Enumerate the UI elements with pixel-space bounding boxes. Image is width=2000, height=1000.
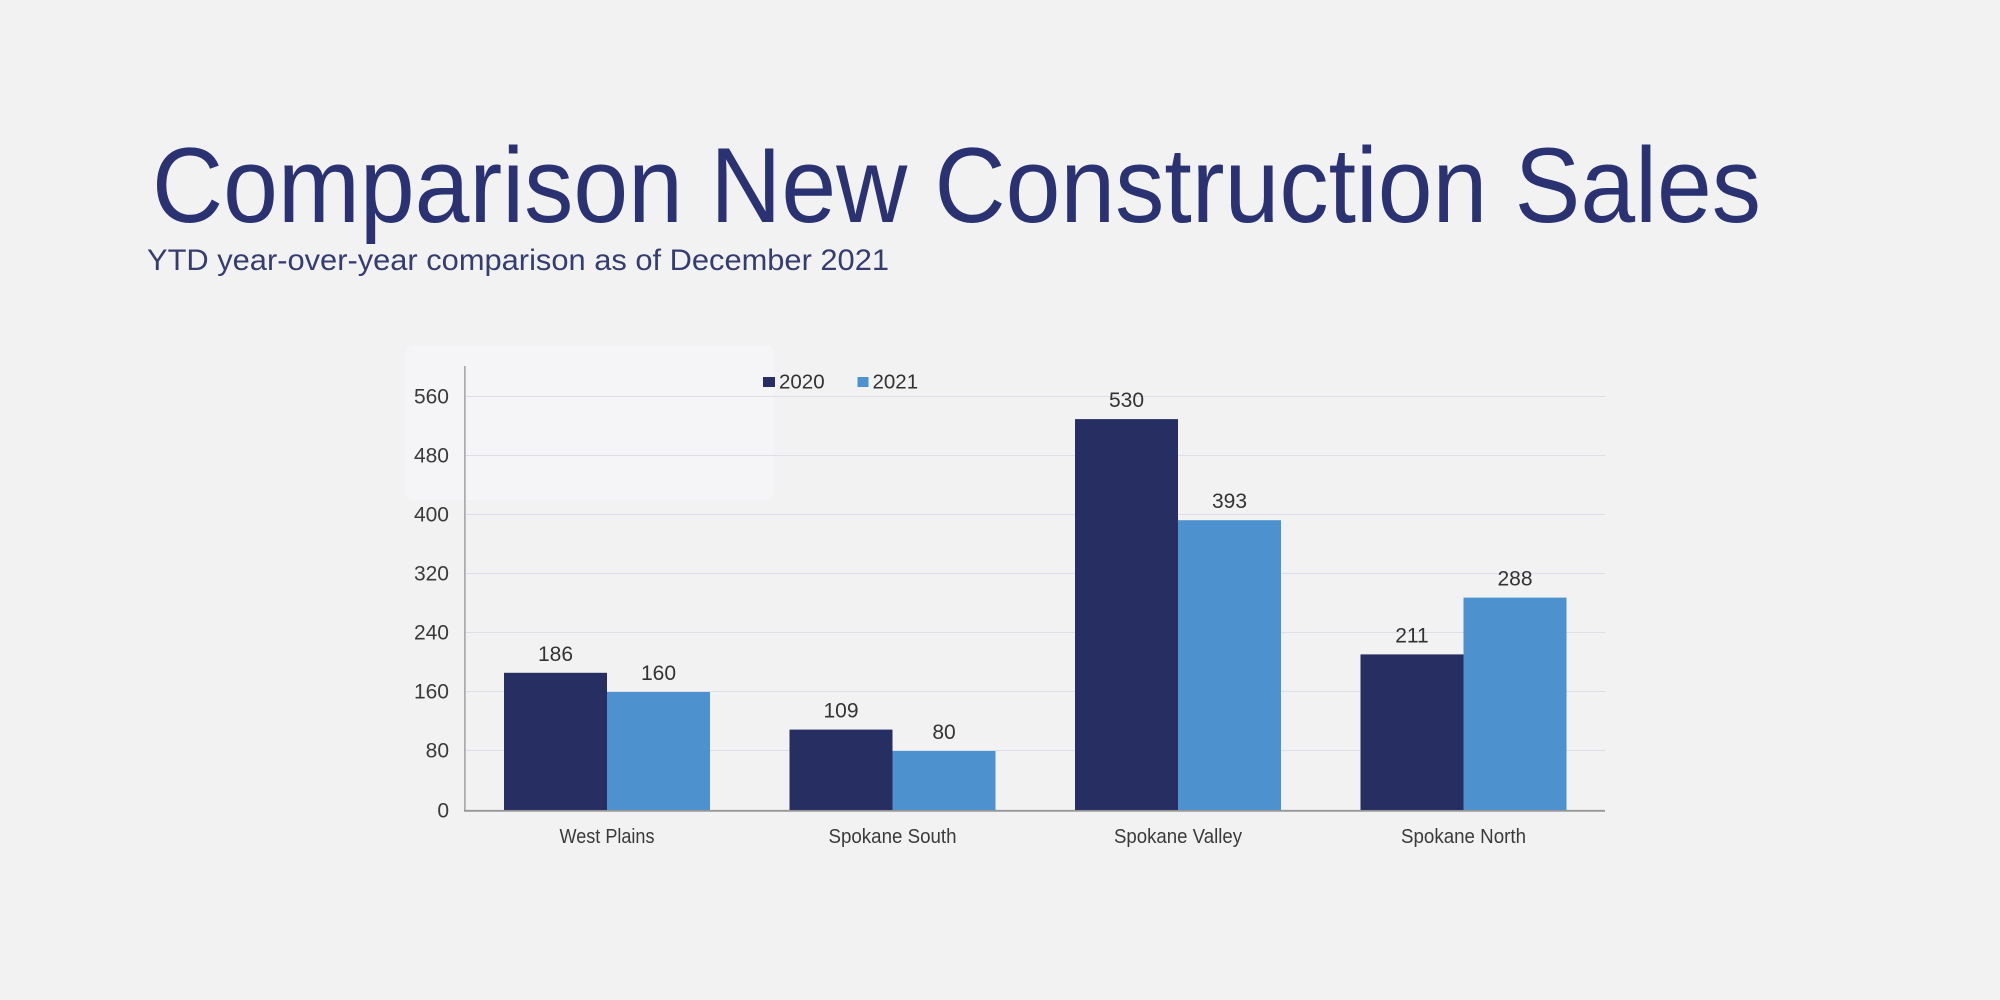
svg-text:YTD year-over-year comparison: YTD year-over-year comparison as of Dece… [147,244,889,277]
svg-text:Comparison New Construction Sa: Comparison New Construction Sales [152,126,1761,245]
svg-text:186: 186 [538,643,573,666]
svg-text:Spokane South: Spokane South [829,826,957,848]
svg-text:160: 160 [414,681,449,704]
svg-text:480: 480 [414,445,449,468]
svg-text:560: 560 [414,386,449,409]
svg-text:West Plains: West Plains [560,826,655,848]
svg-text:160: 160 [641,662,676,685]
svg-text:80: 80 [932,721,955,744]
svg-text:Spokane North: Spokane North [1401,826,1526,848]
svg-text:530: 530 [1109,389,1144,412]
svg-text:240: 240 [414,622,449,645]
svg-text:2020: 2020 [779,371,825,394]
svg-text:109: 109 [823,700,858,723]
svg-text:393: 393 [1212,490,1247,513]
svg-text:288: 288 [1497,568,1532,591]
svg-text:211: 211 [1395,624,1428,647]
svg-text:80: 80 [426,740,449,763]
svg-text:Spokane Valley: Spokane Valley [1114,826,1242,848]
svg-text:320: 320 [414,563,449,586]
svg-text:400: 400 [414,504,449,527]
svg-text:0: 0 [437,800,449,823]
svg-text:2021: 2021 [873,371,919,394]
